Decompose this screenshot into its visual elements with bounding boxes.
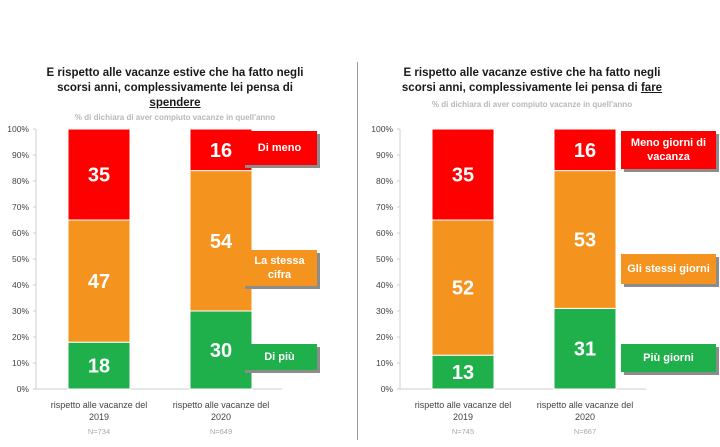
x-category-label: rispetto alle vacanze del	[537, 400, 634, 410]
panel-divider	[357, 62, 358, 440]
y-tick-label: 60%	[376, 228, 393, 238]
y-tick-label: 70%	[376, 202, 393, 212]
y-tick-label: 20%	[12, 332, 29, 342]
chart-title-line-2: scorsi anni, complessivamente lei pensa …	[401, 82, 638, 94]
bar-value-label: 52	[452, 278, 474, 300]
y-tick-label: 40%	[376, 280, 393, 290]
x-category-label: 2020	[575, 412, 595, 422]
y-tick-label: 90%	[12, 150, 29, 160]
bar-segment	[67, 219, 131, 343]
bar-segment	[431, 219, 495, 356]
bar-segment	[431, 128, 495, 221]
legend-box: Meno giorni di vacanza	[621, 131, 716, 169]
bar-segment	[553, 170, 617, 309]
bar-value-label: 35	[88, 165, 110, 187]
bar-segment	[189, 128, 253, 172]
bar-value-label: 54	[210, 231, 233, 253]
chart-subtitle: % di dichiara di aver compiuto vacanze i…	[431, 100, 633, 109]
y-tick-label: 0%	[17, 384, 30, 394]
sample-size-label: N=745	[452, 427, 474, 436]
bar-segment	[553, 307, 617, 390]
y-tick-label: 10%	[12, 358, 29, 368]
chart-title-keyword: fare	[640, 82, 663, 94]
chart-panel-fare: E rispetto alle vacanze estive che ha fa…	[362, 0, 720, 447]
legend-box: Più giorni	[621, 344, 716, 372]
bar-value-label: 18	[88, 356, 110, 378]
sample-size-label: N=667	[574, 427, 596, 436]
bar-value-label: 16	[210, 140, 232, 162]
y-tick-label: 80%	[376, 176, 393, 186]
y-tick-label: 50%	[376, 254, 393, 264]
y-tick-label: 60%	[12, 228, 29, 238]
bar-value-label: 53	[574, 230, 596, 252]
y-tick-label: 80%	[12, 176, 29, 186]
y-tick-label: 30%	[376, 306, 393, 316]
sample-size-label: N=734	[88, 427, 110, 436]
y-tick-label: 0%	[381, 384, 394, 394]
chart-panel-spendere: E rispetto alle vacanze estive che ha fa…	[0, 0, 355, 447]
y-tick-label: 10%	[376, 358, 393, 368]
x-category-label: 2019	[89, 412, 109, 422]
x-category-label: 2019	[453, 412, 473, 422]
chart-title-line-1: E rispetto alle vacanze estive che ha fa…	[403, 67, 661, 79]
chart-title-keyword: spendere	[149, 97, 201, 109]
y-tick-label: 70%	[12, 202, 29, 212]
bar-value-label: 13	[452, 362, 474, 384]
bar-value-label: 35	[452, 165, 474, 187]
bar-segment	[67, 341, 131, 390]
legend-box: La stessa cifra	[242, 250, 317, 286]
y-tick-label: 40%	[12, 280, 29, 290]
bar-segment	[431, 354, 495, 390]
bar-segment	[189, 170, 253, 312]
bar-segment	[67, 128, 131, 221]
chart-title: E rispetto alle vacanze estive che ha fa…	[20, 66, 330, 111]
bar-value-label: 31	[574, 339, 596, 361]
bar-segment	[553, 128, 617, 172]
legend-box: Di più	[242, 344, 317, 370]
chart-title-line-2: scorsi anni, complessivamente lei pensa …	[57, 82, 293, 94]
y-tick-label: 20%	[376, 332, 393, 342]
bar-value-label: 30	[210, 340, 232, 362]
legend-box: Gli stessi giorni	[621, 254, 716, 284]
stacked-bar-chart-fare: 0% 10% 20% 30% 40% 50% 60% 70% 80% 90% 100% 13 52 35 r…	[371, 124, 646, 436]
chart-subtitle: % di dichiara di aver compiuto vacanze i…	[74, 113, 276, 122]
x-category-label: rispetto alle vacanze del	[51, 400, 148, 410]
y-tick-label: 100%	[7, 124, 29, 134]
chart-title: E rispetto alle vacanze estive che ha fa…	[372, 66, 692, 96]
y-tick-label: 90%	[376, 150, 393, 160]
legend-box: Di meno	[242, 131, 317, 165]
x-category-label: rispetto alle vacanze del	[173, 400, 270, 410]
y-tick-label: 50%	[12, 254, 29, 264]
bar-value-label: 16	[574, 140, 596, 162]
sample-size-label: N=649	[210, 427, 232, 436]
x-category-label: 2020	[211, 412, 231, 422]
x-category-label: rispetto alle vacanze del	[415, 400, 512, 410]
y-tick-label: 100%	[371, 124, 393, 134]
stacked-bar-chart-spendere: 0% 10% 20% 30% 40% 50% 60% 70% 80% 90% 100% 18 47 35 r…	[7, 124, 282, 436]
y-tick-label: 30%	[12, 306, 29, 316]
chart-title-line-1: E rispetto alle vacanze estive che ha fa…	[46, 67, 304, 79]
bar-value-label: 47	[88, 271, 110, 293]
